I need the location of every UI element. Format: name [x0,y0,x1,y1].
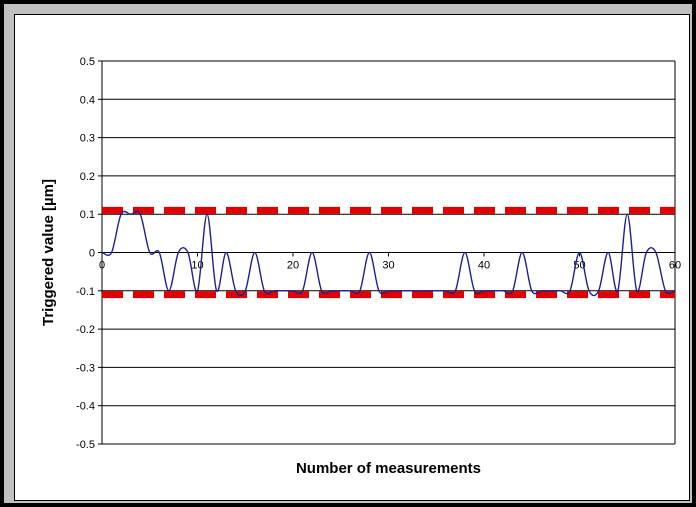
y-tick-label: 0 [89,248,95,260]
y-tick-label: -0.1 [76,286,95,298]
y-tick-label: -0.3 [76,362,95,374]
y-tick-label: 0.1 [80,209,95,221]
y-tick-label: -0.4 [76,401,95,413]
y-tick-label: 0.5 [80,56,95,68]
gridlines [98,60,676,445]
x-tick-label: 0 [99,260,105,272]
y-axis-title: Triggered value [µm] [40,179,57,326]
chart-panel: 0.5 0.4 0.3 0.2 0.1 0 -0.1 -0.2 -0.3 -0.4 -0.5 0 10… [14,14,690,501]
x-tick-label: 30 [382,260,394,272]
chart-svg: 0.50.40.30.20.10-0.1-0.2-0.3-0.4-0.5 0 10… [40,56,681,477]
series-group [101,210,676,297]
y-tick-label: 0.4 [80,94,95,106]
x-tick-labels: 0 10 20 30 40 50 60 [99,260,681,272]
reference-lines [102,206,675,299]
y-tick-label: 0.2 [80,171,95,183]
x-axis-title: Number of measurements [296,460,481,477]
x-tick-label: 40 [478,260,490,272]
y-tick-label: 0.3 [80,133,95,145]
x-tick-label: 20 [287,260,299,272]
y-tick-labels: 0.5 0.4 0.3 0.2 0.1 0 -0.1 -0.2 -0.3 -0.4 -0.5 [76,56,95,451]
x-tick-label: 60 [669,260,681,272]
y-tick-label: -0.5 [76,439,95,451]
y-tick-label: -0.2 [76,324,95,336]
series-line [101,210,676,297]
